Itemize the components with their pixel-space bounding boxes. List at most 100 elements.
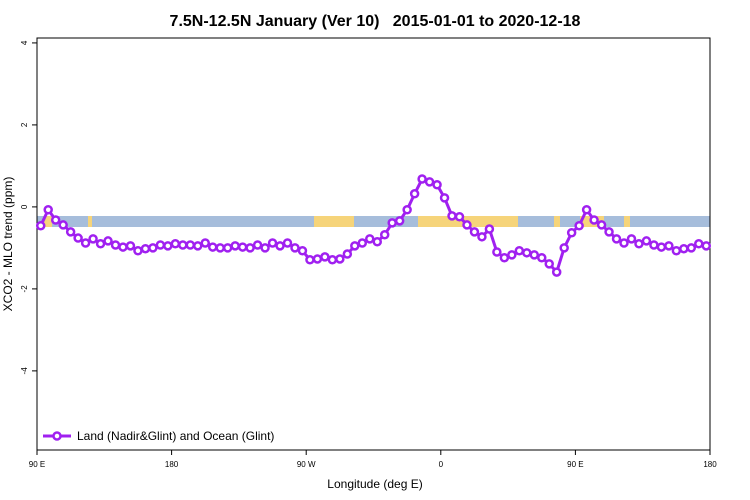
data-point	[35, 221, 46, 231]
data-point	[140, 243, 151, 254]
data-point	[365, 234, 375, 244]
data-point	[626, 234, 637, 244]
data-point	[671, 246, 682, 256]
data-point	[686, 243, 697, 253]
legend-marker	[52, 431, 62, 441]
y-tick-label: 0	[20, 204, 29, 209]
ocean-band	[37, 216, 710, 227]
data-point	[499, 252, 510, 263]
data-point	[544, 259, 554, 269]
data-point	[432, 180, 442, 190]
data-point	[641, 236, 652, 246]
y-tick-label: -4	[20, 367, 29, 375]
data-point	[664, 241, 674, 251]
data-point	[462, 220, 472, 230]
data-point	[163, 241, 173, 251]
data-point	[574, 221, 584, 231]
x-tick-label: 90 E	[567, 460, 583, 469]
data-point	[596, 220, 607, 230]
data-point	[447, 211, 457, 221]
x-tick-label: 180	[703, 460, 717, 469]
data-point	[222, 243, 233, 253]
data-point	[252, 240, 263, 250]
data-point	[320, 252, 330, 262]
data-point	[634, 239, 644, 249]
data-point	[357, 238, 368, 248]
data-point	[237, 242, 248, 252]
x-axis-label: Longitude (deg E)	[327, 477, 422, 491]
data-point	[43, 205, 53, 215]
data-point	[469, 227, 480, 237]
data-point	[118, 242, 128, 252]
data-point	[88, 234, 98, 244]
data-point	[103, 236, 113, 246]
data-point	[409, 189, 420, 199]
data-point	[551, 267, 562, 277]
data-point	[342, 249, 353, 259]
surface-mask	[37, 216, 710, 227]
x-tick-label: 90 E	[29, 460, 45, 469]
data-point	[110, 240, 121, 250]
data-point	[604, 227, 614, 237]
data-point	[305, 255, 315, 265]
data-point	[275, 241, 285, 251]
data-point	[507, 250, 517, 260]
x-tick-label: 0	[439, 460, 444, 469]
data-point	[200, 238, 210, 248]
legend-label: Land (Nadir&Glint) and Ocean (Glint)	[77, 429, 274, 443]
data-point	[230, 241, 240, 251]
data-point	[379, 230, 390, 240]
data-point	[125, 241, 136, 251]
data-point	[417, 174, 427, 184]
data-point	[492, 247, 502, 257]
data-point	[402, 205, 412, 215]
data-point	[290, 243, 300, 253]
data-point	[387, 218, 397, 228]
data-point	[477, 232, 487, 242]
data-point	[656, 242, 667, 252]
data-point	[589, 215, 599, 225]
data-point	[701, 241, 712, 251]
data-point	[80, 238, 91, 248]
data-point	[312, 254, 323, 264]
data-point	[537, 252, 547, 263]
data-point	[245, 243, 255, 253]
land-patch	[624, 216, 630, 227]
land-patch	[554, 216, 560, 227]
data-point	[522, 248, 532, 258]
data-point	[260, 243, 270, 253]
x-tick-label: 90 W	[297, 460, 316, 469]
y-tick-label: -2	[20, 285, 29, 293]
data-point	[611, 234, 622, 244]
land-patch	[314, 216, 354, 227]
data-point	[619, 238, 629, 248]
data-point	[155, 240, 166, 250]
data-point	[193, 241, 203, 251]
data-point	[133, 246, 143, 256]
data-point	[73, 233, 83, 243]
data-point	[267, 238, 278, 248]
data-point	[327, 255, 338, 265]
land-patch	[44, 216, 52, 227]
data-point	[50, 215, 61, 225]
data-point	[335, 254, 345, 264]
x-tick-label: 180	[165, 460, 179, 469]
data-point	[207, 242, 218, 252]
data-point	[679, 243, 689, 254]
data-point	[372, 236, 382, 247]
data-point	[529, 250, 540, 260]
data-point	[350, 241, 360, 251]
data-point	[185, 240, 196, 250]
data-point	[566, 227, 577, 238]
data-point	[394, 216, 405, 226]
data-point	[484, 224, 495, 234]
chart-title: 7.5N-12.5N January (Ver 10) 2015-01-01 t…	[170, 13, 581, 30]
data-point	[454, 211, 465, 222]
data-point	[282, 238, 293, 248]
data-point	[649, 240, 659, 250]
data-point	[215, 243, 225, 253]
data-point	[581, 205, 592, 215]
data-point	[297, 246, 308, 256]
data-point	[58, 220, 68, 230]
